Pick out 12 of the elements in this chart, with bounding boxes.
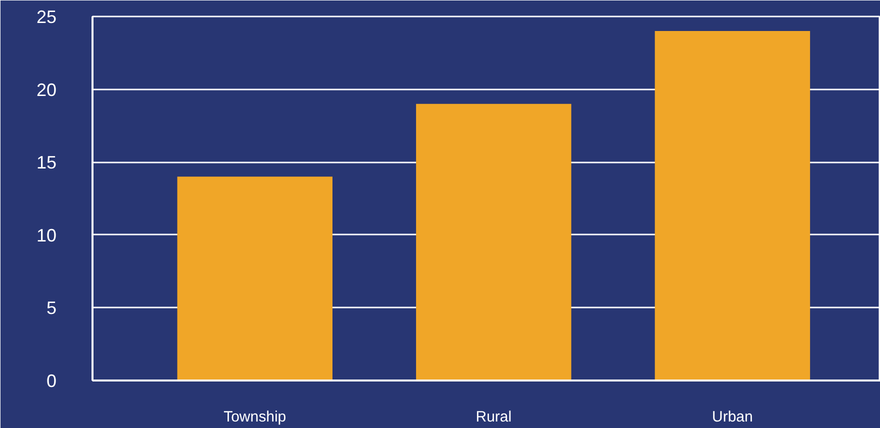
x-tick-label: Township: [224, 408, 286, 426]
y-tick-label: 20: [36, 80, 57, 100]
y-tick-label: 10: [36, 225, 57, 246]
y-tick-label: 0: [46, 371, 57, 391]
bar: [177, 176, 332, 380]
bar: [654, 31, 810, 380]
y-tick-label: 5: [46, 298, 57, 318]
y-tick-label: 15: [36, 152, 57, 173]
y-tick-label: 25: [36, 7, 57, 27]
x-tick-label: Rural: [476, 408, 512, 426]
x-tick-label: Urban: [712, 408, 753, 426]
bar: [416, 104, 572, 380]
